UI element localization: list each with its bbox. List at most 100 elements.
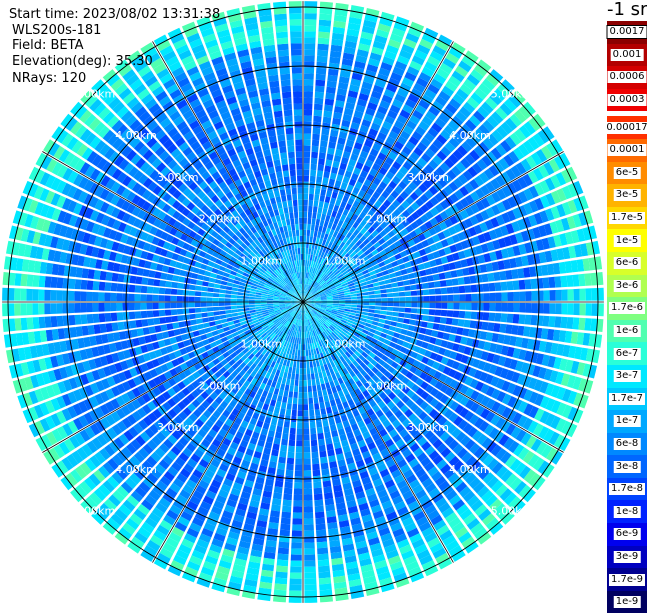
range-gate — [386, 316, 393, 321]
range-gate — [311, 440, 318, 447]
range-gate — [304, 85, 313, 91]
range-gate — [319, 201, 324, 208]
range-gate — [290, 579, 302, 585]
range-gate — [304, 49, 315, 55]
range-gate — [312, 385, 317, 391]
range-gate — [395, 327, 402, 333]
range-gate — [321, 463, 329, 470]
range-gate — [523, 326, 530, 336]
range-gate — [81, 314, 88, 324]
range-gate — [304, 440, 310, 446]
range-gate — [110, 303, 116, 311]
range-gate — [568, 303, 574, 315]
range-gate — [207, 292, 213, 297]
range-gate — [543, 277, 550, 288]
range-gate — [291, 549, 302, 555]
range-gate — [550, 303, 556, 314]
range-gate — [207, 312, 214, 317]
range-gate — [316, 530, 326, 537]
range-gate — [201, 297, 207, 301]
range-gate — [304, 549, 315, 555]
range-gate — [374, 286, 381, 290]
range-gate — [387, 298, 393, 302]
range-gate — [304, 79, 314, 85]
range-gate — [93, 281, 100, 290]
range-gate — [292, 367, 296, 373]
range-gate — [325, 196, 331, 203]
range-gate — [387, 330, 394, 336]
range-gate — [308, 248, 311, 254]
range-gate — [130, 320, 137, 328]
range-gate — [303, 392, 307, 398]
range-gate — [543, 303, 549, 314]
range-gate — [434, 317, 441, 324]
range-gate — [276, 566, 288, 573]
range-gate — [312, 134, 320, 141]
range-gate — [180, 328, 187, 335]
range-gate — [325, 99, 334, 106]
range-gate — [368, 291, 374, 295]
range-gate — [368, 313, 375, 317]
range-gate — [501, 303, 507, 312]
range-gate — [171, 282, 178, 288]
range-gate — [287, 373, 291, 380]
range-gate — [314, 200, 319, 207]
range-gate — [453, 295, 459, 302]
range-gate — [402, 324, 409, 330]
range-gate — [314, 494, 323, 501]
range-gate — [293, 506, 302, 512]
range-gate — [136, 276, 143, 284]
range-gate — [318, 32, 330, 39]
range-gate — [306, 236, 309, 242]
range-gate — [303, 344, 305, 350]
range-gate — [523, 267, 530, 277]
range-gate — [291, 542, 302, 548]
range-gate — [531, 303, 537, 313]
range-gate — [317, 554, 328, 561]
range-gate — [159, 280, 166, 287]
range-gate — [507, 314, 514, 323]
range-gate — [299, 386, 303, 392]
range-gate — [323, 111, 332, 118]
range-gate — [304, 55, 315, 61]
range-gate — [201, 303, 207, 307]
ppi-plot: 1.00km1.00km1.00km1.00km2.00km2.00km2.00… — [0, 0, 607, 607]
range-gate — [561, 317, 568, 329]
range-gate — [317, 548, 328, 555]
range-gate — [135, 294, 141, 301]
range-gate — [275, 577, 287, 584]
range-gate — [320, 408, 326, 415]
range-gate — [267, 304, 273, 306]
range-gate — [178, 276, 185, 282]
range-gate — [326, 407, 332, 414]
range-gate — [209, 278, 216, 283]
range-gate — [315, 506, 324, 513]
range-gate — [94, 270, 101, 280]
range-gate — [519, 280, 526, 290]
range-gate — [513, 292, 519, 301]
range-gate — [289, 591, 302, 597]
range-gate — [363, 302, 369, 305]
range-gate — [312, 458, 319, 465]
range-gate — [159, 303, 165, 309]
range-gate — [216, 275, 223, 280]
range-gate — [375, 298, 381, 301]
range-gate — [310, 422, 316, 428]
range-gate — [280, 384, 285, 391]
range-gate — [326, 443, 333, 450]
range-gate — [57, 277, 64, 288]
range-gate — [304, 31, 316, 37]
range-gate — [45, 276, 52, 287]
range-gate — [136, 320, 143, 328]
range-gate — [213, 293, 219, 297]
range-gate — [92, 292, 98, 301]
range-gate — [409, 319, 416, 325]
range-gate — [197, 324, 204, 330]
range-gate — [210, 326, 217, 332]
range-gate — [385, 279, 392, 284]
range-gate — [308, 254, 311, 260]
range-gate — [321, 135, 329, 142]
range-gate — [383, 275, 390, 280]
range-gate — [249, 307, 255, 310]
range-gate — [291, 373, 295, 379]
